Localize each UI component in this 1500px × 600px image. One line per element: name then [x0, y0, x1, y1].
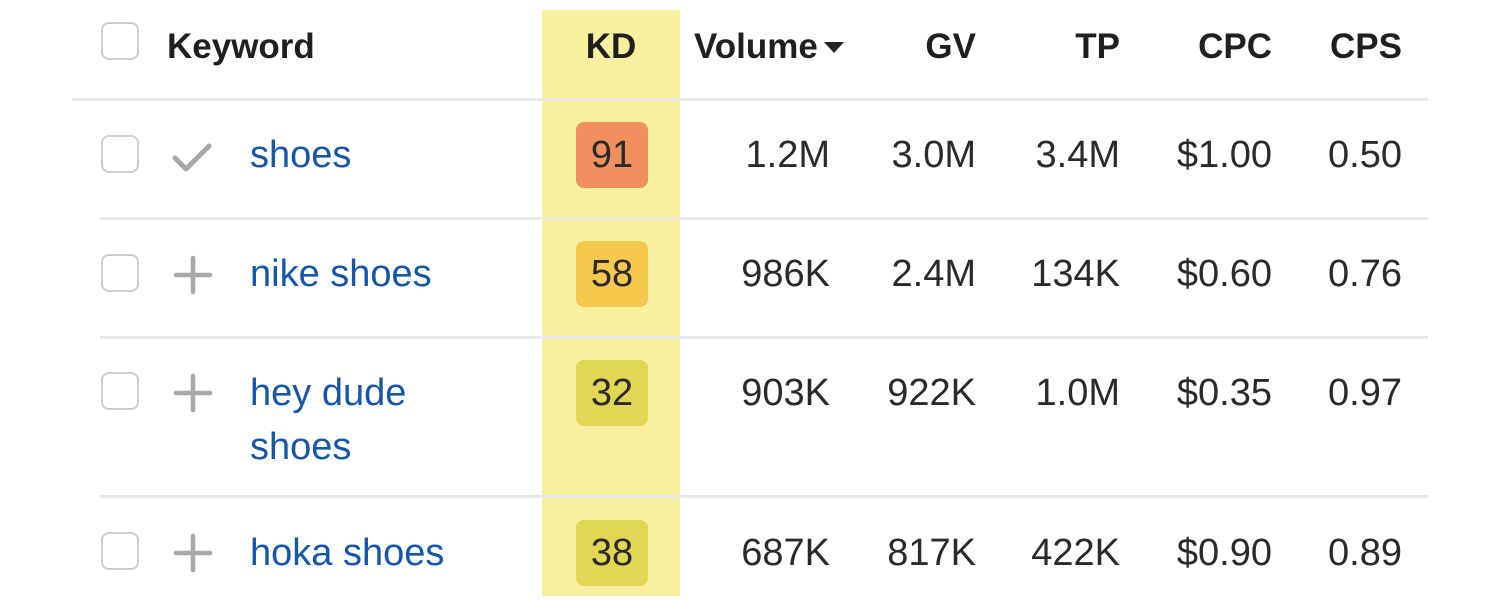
tp-value: 134K — [1031, 253, 1120, 295]
sort-descending-icon — [823, 42, 844, 53]
kd-badge: 38 — [576, 520, 648, 586]
kd-badge: 58 — [576, 241, 648, 307]
row-divider — [100, 495, 1428, 498]
volume-value: 986K — [741, 253, 830, 295]
gv-value: 922K — [887, 372, 976, 414]
cpc-value: $0.60 — [1176, 253, 1272, 295]
row-checkbox[interactable] — [101, 254, 139, 292]
cps-value: 0.97 — [1328, 372, 1402, 414]
plus-icon[interactable] — [173, 255, 213, 295]
column-header-keyword[interactable]: Keyword — [167, 27, 315, 66]
column-header-volume[interactable]: Volume — [694, 22, 844, 72]
kd-badge: 91 — [576, 122, 648, 188]
tp-value: 1.0M — [1035, 372, 1120, 414]
column-header-volume-label: Volume — [694, 27, 818, 66]
volume-value: 903K — [741, 372, 830, 414]
keyword-link[interactable]: nike shoes — [250, 253, 432, 295]
row-checkbox[interactable] — [101, 372, 139, 410]
cps-value: 0.89 — [1328, 532, 1402, 574]
volume-value: 1.2M — [745, 134, 830, 176]
keyword-link[interactable]: hey dude shoes — [250, 372, 407, 468]
cps-value: 0.50 — [1328, 134, 1402, 176]
plus-icon[interactable] — [173, 533, 213, 573]
column-header-cps[interactable]: CPS — [1330, 27, 1402, 66]
keyword-link[interactable]: shoes — [250, 134, 352, 176]
header-divider — [72, 98, 1428, 101]
keyword-link[interactable]: hoka shoes — [250, 532, 445, 574]
cpc-value: $1.00 — [1176, 134, 1272, 176]
row-checkbox[interactable] — [101, 532, 139, 570]
cpc-value: $0.90 — [1176, 532, 1272, 574]
plus-icon[interactable] — [173, 373, 213, 413]
kd-badge: 32 — [576, 360, 648, 426]
cps-value: 0.76 — [1328, 253, 1402, 295]
row-divider — [100, 217, 1428, 220]
gv-value: 3.0M — [891, 134, 976, 176]
gv-value: 2.4M — [891, 253, 976, 295]
column-header-cpc[interactable]: CPC — [1198, 27, 1272, 66]
tp-value: 3.4M — [1035, 134, 1120, 176]
column-header-kd[interactable]: KD — [585, 27, 637, 66]
column-header-gv[interactable]: GV — [925, 27, 976, 66]
tp-value: 422K — [1031, 532, 1120, 574]
column-header-tp[interactable]: TP — [1075, 27, 1120, 66]
select-all-checkbox[interactable] — [101, 22, 139, 60]
volume-value: 687K — [741, 532, 830, 574]
row-divider — [100, 336, 1428, 339]
check-icon[interactable] — [172, 137, 212, 177]
row-checkbox[interactable] — [101, 135, 139, 173]
gv-value: 817K — [887, 532, 976, 574]
cpc-value: $0.35 — [1176, 372, 1272, 414]
